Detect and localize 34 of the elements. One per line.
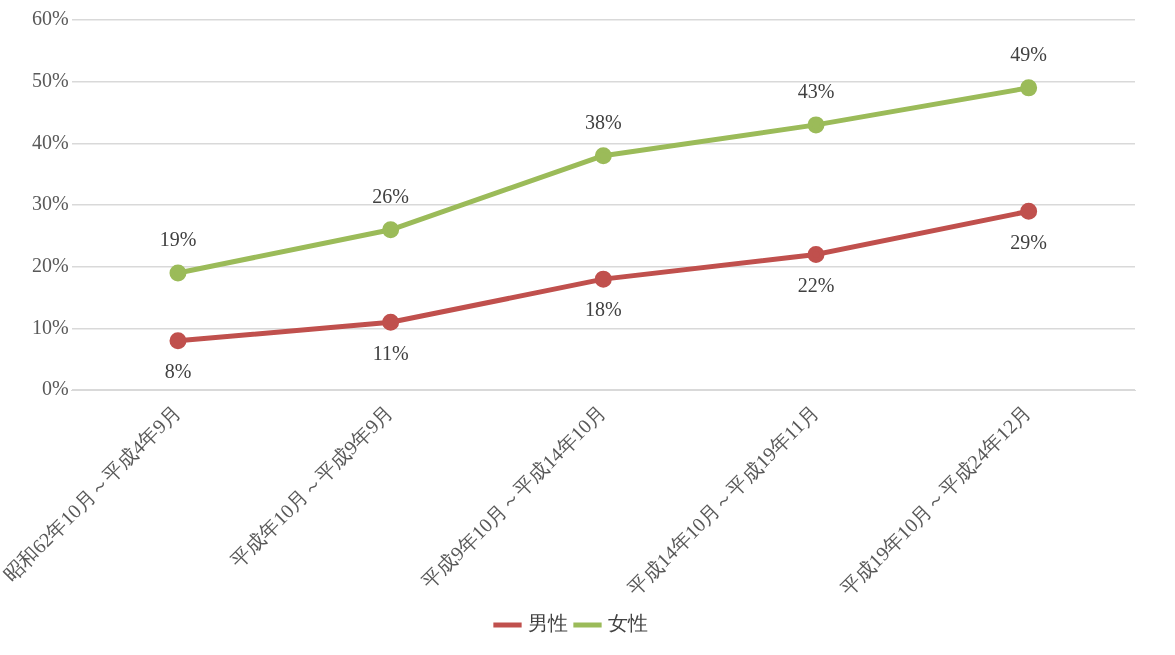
- data-label: 29%: [1010, 230, 1047, 253]
- data-label: 49%: [1010, 43, 1047, 66]
- point: [169, 264, 187, 282]
- x-tick-label: 昭和62年10月～平成4年9月: [0, 400, 185, 586]
- y-tick-label: 60%: [31, 7, 69, 30]
- point: [382, 313, 400, 331]
- data-label: 11%: [372, 341, 409, 364]
- point: [807, 116, 825, 134]
- y-tick-label: 10%: [31, 315, 69, 338]
- y-tick-label: 30%: [31, 192, 69, 215]
- point: [382, 221, 400, 239]
- x-tick-label: 平成19年10月～平成24年12月: [835, 400, 1036, 601]
- data-label: 18%: [584, 298, 622, 321]
- y-tick-label: 40%: [31, 130, 69, 153]
- data-label: 8%: [164, 360, 192, 383]
- y-tick-label: 20%: [31, 254, 69, 277]
- x-tick-label: 平成14年10月～平成19年11月: [623, 400, 823, 600]
- point: [807, 245, 825, 263]
- point: [594, 270, 612, 288]
- point: [594, 147, 612, 165]
- point: [1020, 79, 1038, 97]
- data-label: 43%: [797, 80, 835, 103]
- y-tick-label: 0%: [41, 377, 69, 400]
- point: [1020, 202, 1038, 220]
- data-label: 22%: [797, 273, 835, 296]
- legend-label: 女性: [607, 612, 648, 635]
- data-label: 19%: [159, 228, 197, 251]
- x-tick-label: 平成9年10月～平成14年10月: [417, 400, 610, 593]
- point: [169, 332, 187, 350]
- data-label: 26%: [372, 185, 409, 208]
- data-label: 38%: [584, 110, 622, 133]
- legend-label: 男性: [527, 612, 568, 635]
- y-tick-label: 50%: [31, 68, 69, 91]
- x-tick-label: 平成年10月～平成9年9月: [226, 400, 398, 572]
